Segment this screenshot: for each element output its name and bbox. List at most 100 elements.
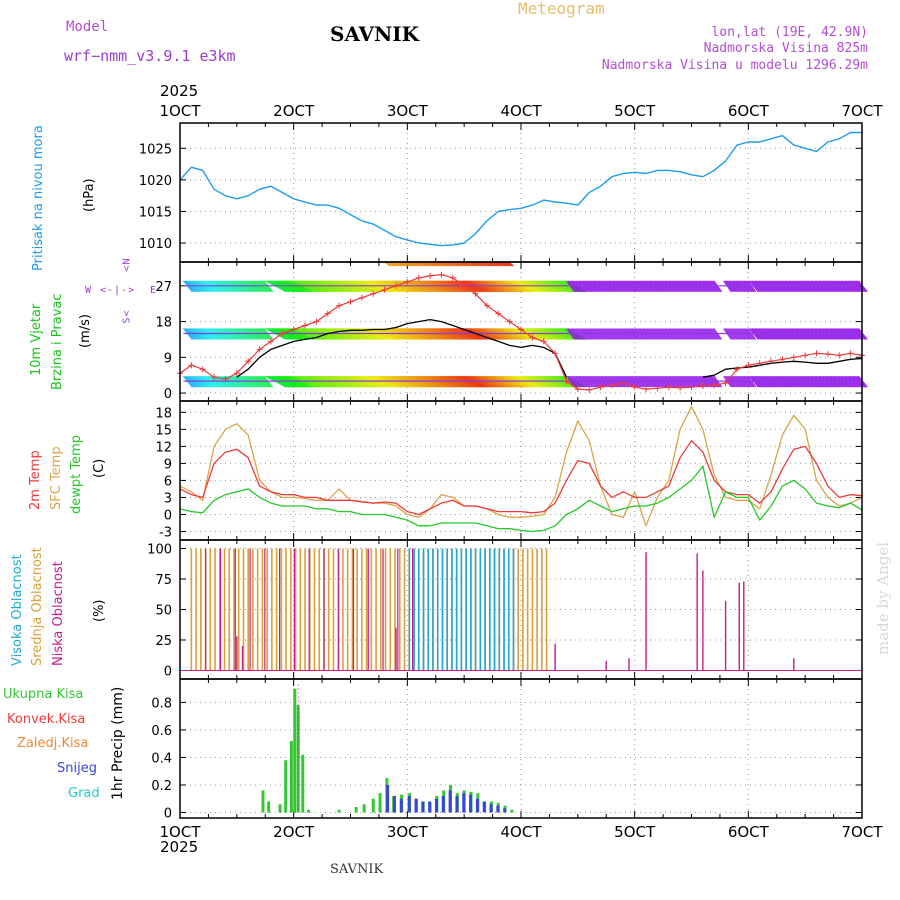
clouds-ytick-label: 25	[155, 634, 172, 649]
panel-frame	[179, 678, 863, 819]
legend-freezing-rain: Zaledj.Kisa	[17, 736, 89, 751]
wind-gust-marker	[290, 326, 297, 333]
wind-gust-marker	[449, 274, 456, 281]
wind-gust-marker	[677, 384, 684, 391]
wind-ytick-label: 18	[155, 316, 172, 331]
wind-gust-marker	[188, 362, 195, 369]
compass-east: E	[150, 285, 157, 296]
x-tick-label-top: 7OCT	[842, 102, 884, 120]
wind-gust-marker	[620, 380, 627, 387]
model-altitude-label: Nadmorska Visina u modelu 1296.29m	[601, 58, 868, 73]
pressure-line	[179, 131, 862, 247]
compass-west: W	[85, 285, 92, 296]
x-tick-label-bottom: 6OCT	[728, 823, 770, 841]
total-rain-bar	[306, 809, 310, 813]
wind-gust-marker	[222, 376, 229, 383]
snow-bar	[407, 795, 411, 813]
wind-gust-marker	[654, 385, 661, 392]
year-top: 2025	[160, 82, 199, 100]
wind-gust-marker	[631, 384, 638, 391]
wind-gust-marker	[745, 362, 752, 369]
wind-gust-marker	[608, 382, 615, 389]
model-label: Model	[66, 19, 109, 35]
temp-sfc-line	[179, 406, 863, 527]
wind-gust-marker	[836, 352, 843, 359]
snow-bar	[496, 805, 500, 813]
wind-gust-marker	[597, 384, 604, 391]
wind-gust-marker	[722, 380, 729, 387]
x-tick-label-top: 6OCT	[728, 102, 770, 120]
snow-bar	[399, 798, 403, 813]
wind-ytick-label: 27	[155, 280, 172, 295]
pressure-ytick-label: 1025	[139, 142, 172, 157]
wind-gust-marker	[256, 346, 263, 353]
wind-gust-marker	[392, 282, 399, 289]
wind-compass: <N W <-|-> E S<	[85, 257, 160, 327]
wind-gust-marker	[324, 310, 331, 317]
wind-gust-marker	[643, 386, 650, 393]
temperature-ytick-label: 18	[155, 406, 172, 421]
snow-bar	[448, 790, 452, 813]
x-tick-label-bottom: 7OCT	[842, 823, 884, 841]
wind-gust-marker	[415, 274, 422, 281]
altitude-label: Nadmorska Visina 825m	[703, 41, 868, 56]
snow-bar	[434, 798, 438, 813]
pressure-ytick-label: 1020	[139, 174, 172, 189]
wind-gust-marker	[404, 278, 411, 285]
x-tick-label-bottom: 4OCT	[501, 823, 543, 841]
model-name: wrf−nmm_v3.9.1 e3km	[64, 47, 236, 65]
wind-barb-band	[183, 328, 868, 340]
total-rain-bar	[354, 806, 358, 813]
wind-gust-marker	[211, 374, 218, 381]
clouds-ytick-label: 100	[147, 543, 172, 558]
precip-panel: 0 0.2 0.4 0.6 0.8	[151, 679, 862, 821]
year-bottom: 2025	[160, 838, 199, 856]
temperature-panel: -3 0 3 6 9 12 15 18	[155, 401, 863, 540]
wind-gust-marker	[756, 360, 763, 367]
pressure-ytick-label: 1010	[139, 237, 172, 252]
x-tick-label-bottom: 3OCT	[387, 823, 429, 841]
wind-gust-marker	[427, 272, 434, 279]
wind-gust-marker	[267, 338, 274, 345]
pressure-ytick-label: 1015	[139, 205, 172, 220]
total-rain-bar	[296, 705, 300, 813]
x-tick-label-top: 2OCT	[273, 102, 315, 120]
temperature-ytick-label: 12	[155, 440, 172, 455]
wind-gust-marker	[574, 386, 581, 393]
wind-gust-marker	[699, 382, 706, 389]
clouds-ytick-label: 75	[155, 573, 172, 588]
total-rain-bar	[284, 760, 288, 813]
wind-gust-marker	[688, 384, 695, 391]
temperature-ytick-label: 9	[164, 457, 172, 472]
meteogram-title: Meteogram	[518, 0, 605, 18]
legend-hail: Grad	[68, 786, 100, 801]
total-rain-bar	[371, 798, 375, 813]
snow-bar	[503, 808, 507, 813]
precip-ytick-label: 0.4	[151, 751, 172, 766]
snow-bar	[489, 804, 493, 813]
wind-gust-marker	[552, 350, 559, 357]
x-tick-label-bottom: 1OCT	[160, 823, 202, 841]
legend-conv-rain: Konvek.Kisa	[7, 712, 86, 727]
wind-gust-marker	[302, 322, 309, 329]
wind-barb	[855, 280, 866, 293]
wind-gust-marker	[461, 282, 468, 289]
total-rain-bar	[362, 804, 366, 813]
wind-gust-marker	[563, 378, 570, 385]
wind-gust-marker	[529, 334, 536, 341]
temperature-ytick-label: 0	[164, 508, 172, 523]
wind-gust-marker	[199, 366, 206, 373]
wind-gust-marker	[245, 358, 252, 365]
station-title: SAVNIK	[330, 22, 420, 46]
wind-gust-marker	[518, 326, 524, 333]
temperature-ytick-label: 3	[164, 491, 172, 506]
x-tick-label-top: 1OCT	[160, 102, 202, 120]
snow-bar	[462, 793, 466, 813]
total-rain-bar	[301, 754, 305, 813]
snow-bar	[482, 801, 486, 813]
clouds-panel: 0 25 50 75 100	[147, 540, 862, 679]
wind-gust-marker	[586, 386, 593, 393]
wind-gust-marker	[779, 356, 786, 363]
wind-barb	[858, 280, 868, 293]
